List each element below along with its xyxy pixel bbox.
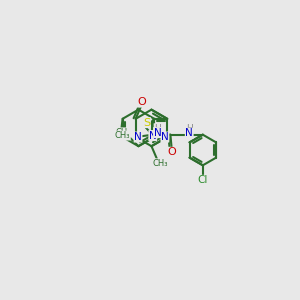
Text: CH₃: CH₃ — [115, 131, 130, 140]
Text: Cl: Cl — [198, 175, 208, 185]
Text: N: N — [154, 128, 161, 138]
Text: N: N — [149, 130, 157, 141]
Text: N: N — [134, 132, 142, 142]
Text: CH₃: CH₃ — [115, 128, 130, 137]
Text: H: H — [154, 124, 161, 133]
Text: N: N — [161, 132, 169, 142]
Text: S: S — [143, 118, 150, 128]
Text: H: H — [186, 124, 193, 133]
Text: CH₃: CH₃ — [153, 159, 168, 168]
Text: O: O — [167, 147, 176, 158]
Text: N: N — [185, 128, 193, 138]
Text: O: O — [137, 97, 146, 107]
